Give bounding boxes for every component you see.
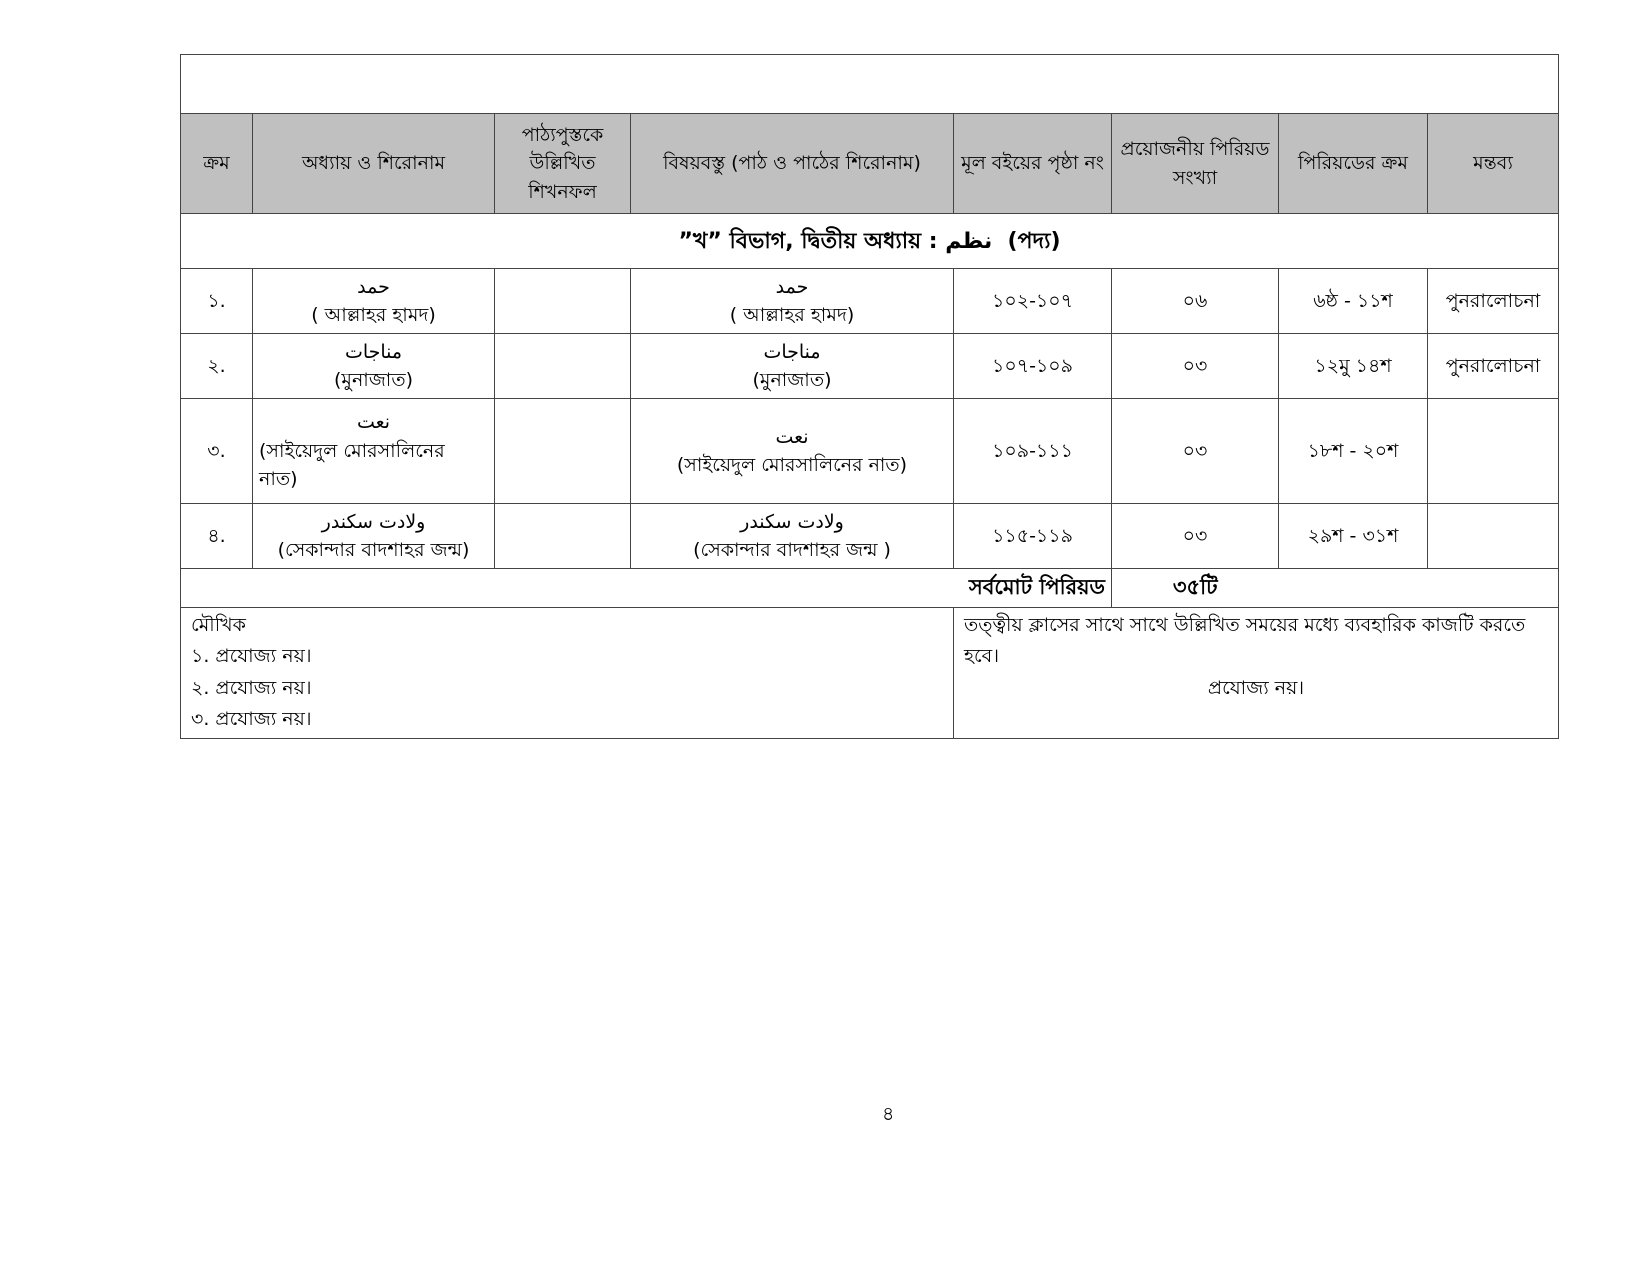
table-row: ৪. ولادت سكندر (সেকান্দার বাদশাহর জন্ম) و… <box>180 503 1559 569</box>
header-content: বিষয়বস্তু (পাঠ ও পাঠের শিরোনাম) <box>630 113 954 214</box>
oral-section: মৌখিক ১. প্রযোজ্য নয়। ২. প্রযোজ্য নয়। … <box>180 607 954 739</box>
cell-periods: ০৬ <box>1111 268 1279 334</box>
cell-order: ২৯শ - ৩১শ <box>1278 503 1428 569</box>
cell-sl: ৩. <box>180 398 253 504</box>
syllabus-table: ক্রম অধ্যায় ও শিরোনাম পাঠ্যপুস্তকে উল্ল… <box>180 54 1559 739</box>
cell-pages: ১০৭-১০৯ <box>953 333 1112 399</box>
cell-chapter: نعت (সাইয়েদুল মোরসালিনের নাত) <box>252 398 495 504</box>
cell-outcome <box>494 268 631 334</box>
table-row: ২. مناجات (মুনাজাত) مناجات (মুনাজাত) ১০৭-১… <box>180 333 1559 399</box>
cell-remark: পুনরালোচনা <box>1427 333 1559 399</box>
table-row: ৩. نعت (সাইয়েদুল মোরসালিনের নাত) نعت (সাই… <box>180 398 1559 504</box>
total-row: সর্বমোট পিরিয়ড ৩৫টি <box>180 568 1559 608</box>
header-remark: মন্তব্য <box>1427 113 1559 214</box>
section-row: ”খ” বিভাগ, দ্বিতীয় অধ্যায় : نظم (পদ্য) <box>180 213 1559 269</box>
header-periods: প্রয়োজনীয় পিরিয়ড সংখ্যা <box>1111 113 1279 214</box>
cell-content: نعت (সাইয়েদুল মোরসালিনের নাত) <box>630 398 954 504</box>
cell-outcome <box>494 398 631 504</box>
header-outcome: পাঠ্যপুস্তকে উল্লিখিত শিখনফল <box>494 113 631 214</box>
table-top-blank-row <box>180 54 1559 114</box>
cell-sl: ৪. <box>180 503 253 569</box>
cell-outcome <box>494 333 631 399</box>
table-row: ১. حمد( আল্লাহর হামদ) حمد( আল্লাহর হামদ)… <box>180 268 1559 334</box>
cell-chapter: ولادت سكندر (সেকান্দার বাদশাহর জন্ম) <box>252 503 495 569</box>
cell-periods: ০৩ <box>1111 503 1279 569</box>
syllabus-table-wrapper: ক্রম অধ্যায় ও শিরোনাম পাঠ্যপুস্তকে উল্ল… <box>180 54 1559 739</box>
cell-pages: ১০৯-১১১ <box>953 398 1112 504</box>
cell-sl: ২. <box>180 333 253 399</box>
footer-row: মৌখিক ১. প্রযোজ্য নয়। ২. প্রযোজ্য নয়। … <box>180 607 1559 739</box>
header-chapter: অধ্যায় ও শিরোনাম <box>252 113 495 214</box>
header-sl: ক্রম <box>180 113 253 214</box>
cell-chapter: حمد( আল্লাহর হামদ) <box>252 268 495 334</box>
cell-remark <box>1427 398 1559 504</box>
cell-pages: ১০২-১০৭ <box>953 268 1112 334</box>
cell-remark <box>1427 503 1559 569</box>
cell-remark: পুনরালোচনা <box>1427 268 1559 334</box>
section-title: ”খ” বিভাগ, দ্বিতীয় অধ্যায় : نظم (পদ্য) <box>180 213 1559 269</box>
total-label: সর্বমোট পিরিয়ড <box>953 568 1112 608</box>
cell-outcome <box>494 503 631 569</box>
cell-content: حمد( আল্লাহর হামদ) <box>630 268 954 334</box>
header-order: পিরিয়ডের ক্রম <box>1278 113 1428 214</box>
cell-pages: ১১৫-১১৯ <box>953 503 1112 569</box>
cell-chapter: مناجات (মুনাজাত) <box>252 333 495 399</box>
total-value: ৩৫টি <box>1111 568 1279 608</box>
header-row: ক্রম অধ্যায় ও শিরোনাম পাঠ্যপুস্তকে উল্ল… <box>180 113 1559 214</box>
cell-content: مناجات (মুনাজাত) <box>630 333 954 399</box>
page-number: ৪ <box>882 1103 895 1125</box>
cell-order: ১২মু ১৪শ <box>1278 333 1428 399</box>
header-pages: মূল বইয়ের পৃষ্ঠা নং <box>953 113 1112 214</box>
cell-sl: ১. <box>180 268 253 334</box>
cell-content: ولادت سكندر (সেকান্দার বাদশাহর জন্ম ) <box>630 503 954 569</box>
cell-order: ৬ষ্ঠ - ১১শ <box>1278 268 1428 334</box>
cell-order: ১৮শ - ২০শ <box>1278 398 1428 504</box>
cell-periods: ০৩ <box>1111 333 1279 399</box>
practical-section: তত্ত্বীয় ক্লাসের সাথে সাথে উল্লিখিত সময… <box>953 607 1559 739</box>
cell-periods: ০৩ <box>1111 398 1279 504</box>
